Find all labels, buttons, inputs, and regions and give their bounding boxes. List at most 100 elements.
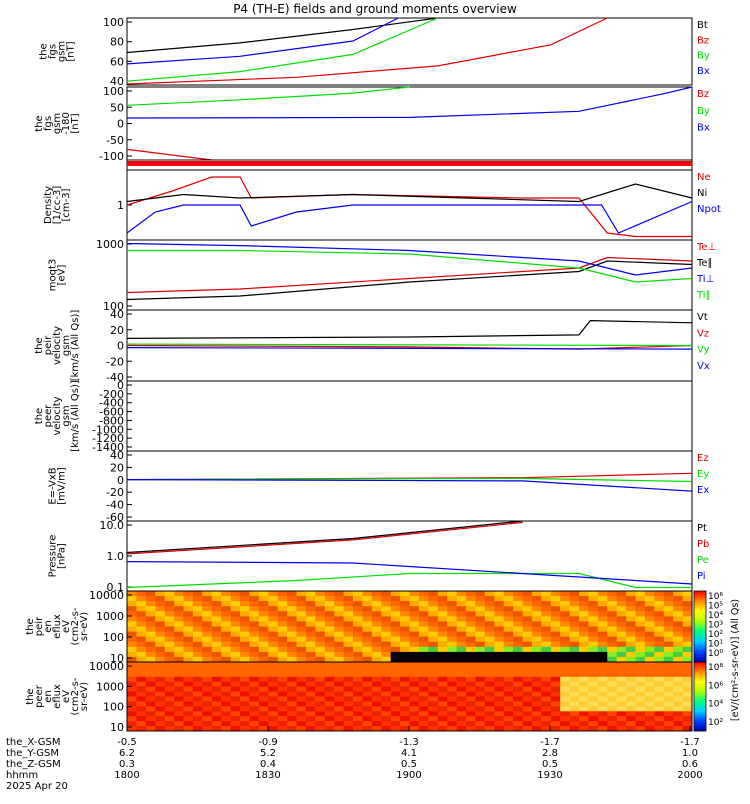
spectrogram-cell <box>503 651 514 658</box>
ylabel-line: sr-eV) <box>79 682 90 711</box>
spectrogram-cell <box>513 591 523 597</box>
spectrogram-cell <box>503 681 514 688</box>
xtick-value: 0.6 <box>682 759 698 770</box>
spectrogram-cell <box>494 621 505 627</box>
spectrogram-cell <box>127 701 137 707</box>
spectrogram-cell <box>390 621 401 627</box>
spectrogram-cell <box>390 636 401 643</box>
red-band <box>127 161 692 166</box>
spectrogram-cell <box>673 641 684 648</box>
spectrogram-cell <box>588 696 599 702</box>
spectrogram-cell <box>456 606 467 612</box>
colorbar <box>693 661 707 732</box>
spectrogram-cell <box>202 616 213 622</box>
spectrogram-cell <box>494 656 505 663</box>
spectrogram-cell <box>192 696 203 702</box>
spectrogram-cell <box>174 676 184 683</box>
spectrogram-cell <box>145 666 156 673</box>
spectrogram-cell <box>626 716 636 722</box>
spectrogram-cell <box>569 621 580 627</box>
spectrogram-cell <box>541 662 552 668</box>
spectrogram-cell <box>494 711 505 717</box>
spectrogram-cell <box>174 681 184 688</box>
spectrogram-cell <box>249 721 260 727</box>
spectrogram-cell <box>221 611 232 617</box>
spectrogram-cell <box>315 686 326 692</box>
spectrogram-cell <box>296 646 307 653</box>
spectrogram-cell <box>409 681 420 688</box>
spectrogram-cell <box>362 616 373 622</box>
spectrogram-cell <box>541 681 552 688</box>
spectrogram-cell <box>560 616 571 622</box>
legend-Bx: Bx <box>697 123 710 134</box>
spectrogram-cell <box>343 626 354 633</box>
spectrogram-cell <box>324 671 335 678</box>
spectrogram-cell <box>400 686 410 692</box>
spectrogram-cell <box>136 696 147 702</box>
ylabel-line: fgs <box>48 44 59 59</box>
spectrogram-cell <box>579 621 589 627</box>
ylabel-line: the <box>34 115 45 131</box>
spectrogram-cell <box>258 636 269 643</box>
spectrogram-cell <box>183 646 194 653</box>
spectrogram-cell <box>164 611 175 617</box>
spectrogram-cell <box>258 596 269 602</box>
spectrogram-cell <box>428 662 439 668</box>
spectrogram-cell <box>597 706 608 712</box>
spectrogram-cell <box>287 596 297 602</box>
date-label: 2025 Apr 20 <box>6 781 68 792</box>
spectrogram-cell <box>626 681 636 688</box>
ylabel-line: peir <box>34 616 45 636</box>
spectrogram-cell <box>230 676 241 683</box>
spectrogram-cell <box>466 621 476 627</box>
spectrogram-cell <box>240 662 250 668</box>
spectrogram-cell <box>522 611 533 617</box>
spectrogram-cell <box>654 636 665 643</box>
spectrogram-cell <box>343 681 354 688</box>
spectrogram-cell <box>418 691 429 697</box>
spectrogram-cell <box>240 646 250 653</box>
spectrogram-cell <box>569 701 580 707</box>
spectrogram-cell <box>315 721 326 727</box>
spectrogram-cell <box>607 681 618 688</box>
spectrogram-cell <box>183 626 194 633</box>
spectrogram-cell <box>221 606 232 612</box>
spectrogram-cell <box>249 716 260 722</box>
spectrogram-cell <box>127 726 137 732</box>
spectrogram-cell <box>145 646 156 653</box>
spectrogram-cell <box>682 711 693 717</box>
spectrogram-cell <box>447 631 458 638</box>
spectrogram-cell <box>513 611 523 617</box>
spectrogram-cell <box>550 636 561 643</box>
spectrogram-cell <box>164 676 175 683</box>
spectrogram-cell <box>249 726 260 732</box>
spectrogram-cell <box>127 671 137 678</box>
spectrogram-cell <box>268 691 279 697</box>
spectrogram-cell <box>569 721 580 727</box>
spectrogram-cell <box>296 681 307 688</box>
spectrogram-cell <box>315 676 326 683</box>
spectrogram-cell <box>616 721 627 727</box>
spectrogram-cell <box>484 691 495 697</box>
spectrogram-cell <box>475 596 486 602</box>
spectrogram-cell <box>145 681 156 688</box>
spectrogram-cell <box>202 591 213 597</box>
spectrogram-cell <box>174 611 184 617</box>
ylabel-line: [km/s (All Qs)] <box>70 310 81 382</box>
spectrogram-cell <box>569 691 580 697</box>
spectrogram-cell <box>155 641 166 648</box>
spectrogram-cell <box>164 606 175 612</box>
spectrogram-cell <box>588 666 599 673</box>
spectrogram-cell <box>588 636 599 643</box>
spectrogram-cell <box>174 636 184 643</box>
spectrogram-cell <box>315 671 326 678</box>
spectrogram-cell <box>145 631 156 638</box>
series-line-Te∥ <box>126 260 693 301</box>
spectrogram-cell <box>305 696 316 702</box>
spectrogram-cell <box>466 691 476 697</box>
spectrogram-cell <box>390 641 401 648</box>
spectrogram-cell <box>522 726 533 732</box>
spectrogram-cell <box>371 591 382 597</box>
spectrogram-cell <box>145 696 156 702</box>
spectrogram-cell <box>579 626 589 633</box>
